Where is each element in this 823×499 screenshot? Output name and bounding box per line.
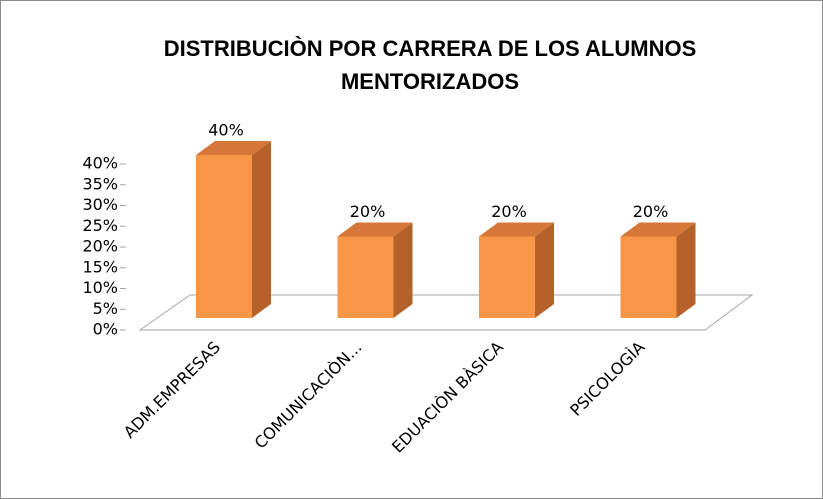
- x-tick-label: PSICOLOGÌA: [566, 338, 648, 420]
- y-tick-label: 30%: [82, 195, 118, 214]
- bar-top: [196, 141, 271, 155]
- data-label: 20%: [350, 202, 386, 221]
- floor: [138, 294, 754, 331]
- bar-side: [676, 222, 696, 318]
- bar: [620, 236, 677, 318]
- bar-side: [393, 222, 413, 318]
- y-tick-label: 35%: [82, 174, 118, 193]
- x-tick-label: ADM.EMPRESAS: [120, 338, 224, 442]
- y-tick-label: 5%: [93, 299, 118, 318]
- y-tick-label: 10%: [82, 278, 118, 297]
- chart-title: DISTRIBUCIÒN POR CARRERA DE LOS ALUMNOS …: [163, 36, 697, 94]
- bar: [196, 155, 252, 318]
- y-tick-label: 0%: [93, 320, 118, 339]
- bar-top: [479, 222, 554, 237]
- y-tick-label: 20%: [82, 237, 118, 256]
- bar-top: [620, 222, 696, 237]
- bar: [479, 236, 535, 318]
- bar-top: [337, 222, 413, 237]
- y-tick-label: 25%: [82, 216, 118, 235]
- bar: [337, 236, 394, 318]
- bar-side: [252, 141, 271, 318]
- y-tick-label: 15%: [82, 257, 118, 276]
- data-label: 20%: [491, 202, 527, 221]
- y-tick-label: 40%: [82, 154, 118, 173]
- x-tick-label: COMUNICACIÒN...: [251, 338, 366, 453]
- bar-side: [535, 222, 554, 318]
- x-tick-label: EDUACIÒN BÀSICA: [388, 338, 507, 457]
- data-label: 40%: [208, 121, 244, 140]
- data-label: 20%: [633, 202, 669, 221]
